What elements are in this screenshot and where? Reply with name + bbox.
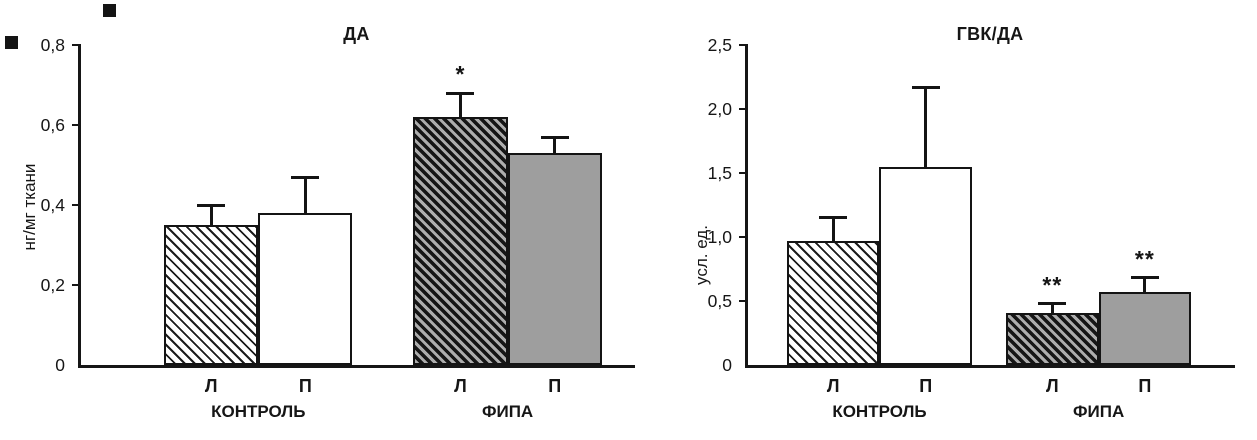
error-bar-cap bbox=[540, 135, 569, 139]
bar-x-label: Л bbox=[454, 376, 467, 396]
y-tick-label: 0,6 bbox=[40, 115, 65, 135]
y-tick-label: 2,0 bbox=[707, 99, 732, 119]
error-bar-cap bbox=[1038, 302, 1067, 306]
bar-x-label: П bbox=[298, 376, 312, 396]
y-tick bbox=[739, 107, 748, 111]
bar-x-label: П bbox=[1138, 376, 1152, 396]
error-bar bbox=[831, 217, 835, 241]
error-bar bbox=[1050, 303, 1054, 313]
bar-g0-p bbox=[879, 166, 972, 365]
y-tick bbox=[739, 299, 748, 303]
plot-area-gvk-da: 0 0,5 1,0 1,5 2,0 2,5 КОНТРОЛЬ Л П ФИПА ** Л ** П bbox=[708, 35, 1235, 421]
y-tick bbox=[739, 171, 748, 175]
error-bar-cap bbox=[291, 175, 320, 179]
error-bar bbox=[1143, 277, 1147, 293]
y-tick bbox=[72, 43, 81, 47]
bar-g1-l bbox=[413, 117, 508, 365]
y-tick-label: 0,8 bbox=[40, 35, 65, 55]
error-bar-cap bbox=[197, 203, 226, 207]
y-tick-label: 0 bbox=[722, 355, 732, 375]
bar-x-label: П bbox=[919, 376, 933, 396]
y-tick-label: 0,2 bbox=[40, 275, 65, 295]
significance-marker: * bbox=[455, 61, 466, 87]
bar-x-label: Л bbox=[1046, 376, 1059, 396]
bar-x-label: Л bbox=[204, 376, 218, 396]
error-bar bbox=[209, 205, 213, 225]
chart-da: ДА нг/мг ткани 0 0,2 0,4 0,6 0,8 КОНТРОЛЬ Л П ФИ… bbox=[20, 24, 635, 421]
bar-g1-p bbox=[1098, 292, 1192, 365]
y-tick-label: 0 bbox=[55, 355, 65, 375]
group-label: ФИПА bbox=[481, 402, 534, 421]
bar-x-label: Л bbox=[826, 376, 840, 396]
error-bar bbox=[303, 177, 307, 213]
error-bar-cap bbox=[819, 216, 848, 220]
bar-g0-l bbox=[164, 225, 259, 365]
y-tick-label: 2,5 bbox=[707, 35, 732, 55]
ink-mark-left bbox=[5, 36, 18, 49]
y-tick bbox=[72, 283, 81, 287]
group-label: ФИПА bbox=[1073, 402, 1125, 421]
error-bar bbox=[924, 87, 928, 167]
error-bar-cap bbox=[911, 85, 940, 89]
error-bar bbox=[553, 137, 557, 153]
y-tick bbox=[739, 235, 748, 239]
bar-g0-p bbox=[258, 213, 353, 365]
bar-g0-l bbox=[786, 240, 880, 365]
chart-gvk-da: ГВК/ДА усл. ед. 0 0,5 1,0 1,5 2,0 2,5 КОНТРОЛЬ… bbox=[650, 0, 1257, 440]
significance-marker: ** bbox=[1134, 245, 1155, 272]
y-tick-label: 0,4 bbox=[40, 195, 65, 215]
y-tick-label: 1,0 bbox=[707, 227, 732, 247]
y-tick bbox=[72, 203, 81, 207]
ink-mark-top bbox=[103, 4, 116, 17]
chart-title-da: ДА bbox=[343, 24, 370, 44]
y-tick-label: 0,5 bbox=[707, 291, 732, 311]
significance-marker: ** bbox=[1042, 271, 1063, 298]
bar-g1-l bbox=[1006, 312, 1099, 365]
y-axis-label-gvk-da: усл. ед. bbox=[692, 225, 711, 285]
bar-g1-p bbox=[507, 153, 602, 365]
error-bar bbox=[458, 93, 462, 117]
y-tick bbox=[739, 43, 748, 47]
group-label: КОНТРОЛЬ bbox=[832, 402, 927, 421]
bar-x-label: П bbox=[548, 376, 562, 396]
plot-area-da: 0 0,2 0,4 0,6 0,8 КОНТРОЛЬ Л П ФИПА * Л П bbox=[41, 35, 635, 421]
error-bar-cap bbox=[1130, 276, 1159, 280]
chart-title-gvk-da: ГВК/ДА bbox=[956, 24, 1024, 44]
group-label: КОНТРОЛЬ bbox=[211, 402, 306, 421]
y-tick bbox=[72, 123, 81, 127]
error-bar-cap bbox=[446, 91, 475, 95]
y-tick-label: 1,5 bbox=[707, 163, 732, 183]
